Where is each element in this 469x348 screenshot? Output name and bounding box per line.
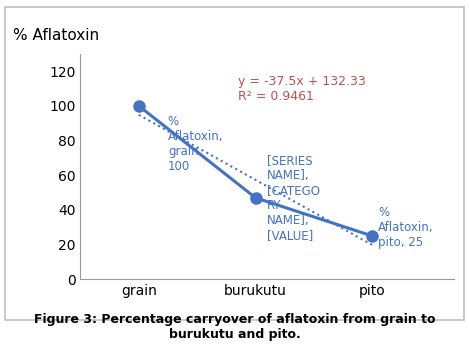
Text: % Aflatoxin: % Aflatoxin — [13, 27, 99, 42]
Text: Figure 3: Percentage carryover of aflatoxin from grain to burukutu and pito.: Figure 3: Percentage carryover of aflato… — [34, 313, 435, 341]
Text: y = -37.5x + 132.33
R² = 0.9461: y = -37.5x + 132.33 R² = 0.9461 — [238, 75, 366, 103]
Text: %
Aflatoxin,
pito, 25: % Aflatoxin, pito, 25 — [378, 206, 434, 250]
Text: % 
Aflatoxin,
grain,
100: % Aflatoxin, grain, 100 — [168, 114, 224, 173]
Text: [SERIES
NAME],
[CATEGO
RY
NAME],
[VALUE]: [SERIES NAME], [CATEGO RY NAME], [VALUE] — [267, 155, 320, 243]
